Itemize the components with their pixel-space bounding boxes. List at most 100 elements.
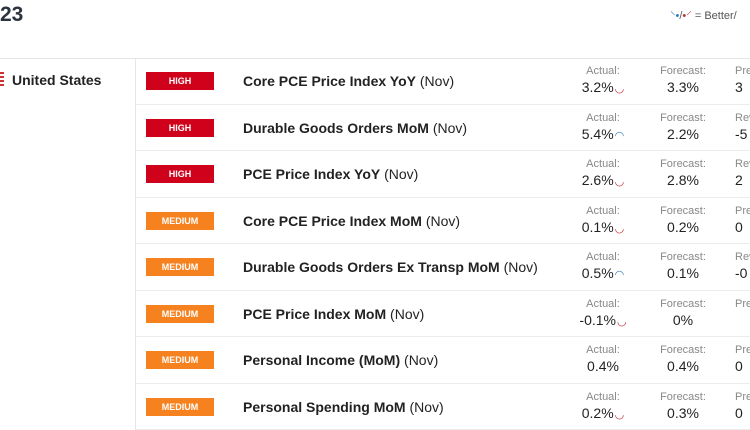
- worse-icon: ◡: [614, 222, 625, 235]
- impact-badge: HIGH: [146, 72, 214, 90]
- forecast-value: 0.1%: [667, 265, 699, 281]
- forecast-cell: Forecast: 0.4%: [643, 344, 723, 374]
- event-period: (Nov): [503, 259, 538, 275]
- previous-cell: Previous: 3: [735, 65, 750, 95]
- event-title[interactable]: Durable Goods Orders MoM (Nov): [243, 120, 467, 136]
- forecast-cell: Forecast: 0%: [643, 298, 723, 328]
- previous-cell: Previous:: [735, 298, 750, 312]
- event-row[interactable]: MEDIUM PCE Price Index MoM (Nov) Actual:…: [136, 291, 750, 337]
- impact-badge: MEDIUM: [146, 304, 214, 323]
- actual-label: Actual:: [586, 111, 620, 124]
- actual-cell: Actual: 3.2%◡: [563, 65, 643, 95]
- legend: ⸌•/•⸍ = Better/: [670, 10, 737, 22]
- previous-label: Revised:: [735, 251, 750, 263]
- forecast-label: Forecast:: [660, 390, 706, 403]
- event-title[interactable]: Core PCE Price Index MoM (Nov): [243, 213, 460, 229]
- actual-cell: Actual: 0.2%◡: [563, 391, 643, 421]
- forecast-label: Forecast:: [660, 344, 706, 356]
- event-row[interactable]: MEDIUM Personal Income (MoM) (Nov) Actua…: [136, 337, 750, 384]
- actual-value: 2.6%: [581, 172, 614, 188]
- impact-badge: HIGH: [146, 165, 214, 183]
- forecast-value: 0%: [672, 311, 694, 328]
- country-name: United States: [12, 72, 102, 88]
- previous-value: -5: [735, 125, 748, 142]
- previous-label: Revised:: [735, 111, 750, 124]
- divider: [0, 58, 750, 59]
- forecast-cell: Forecast: 0.1%: [643, 251, 723, 281]
- event-period: (Nov): [409, 398, 444, 415]
- event-row[interactable]: HIGH Durable Goods Orders MoM (Nov) Actu…: [136, 105, 750, 151]
- actual-value: 5.4%: [581, 125, 614, 142]
- event-name: Personal Spending MoM: [243, 398, 406, 415]
- forecast-cell: Forecast: 2.2%: [643, 112, 723, 142]
- actual-label: Actual:: [586, 390, 620, 403]
- previous-label: Revised:: [735, 158, 750, 170]
- actual-cell: Actual: 0.4%: [563, 344, 643, 374]
- actual-cell: Actual: -0.1%◡: [563, 298, 643, 328]
- actual-label: Actual:: [586, 65, 620, 77]
- previous-value: 0: [735, 218, 743, 235]
- forecast-cell: Forecast: 3.3%: [643, 65, 723, 95]
- event-title[interactable]: Core PCE Price Index YoY (Nov): [243, 73, 454, 89]
- event-title[interactable]: Personal Spending MoM (Nov): [243, 399, 444, 415]
- actual-cell: Actual: 5.4%◠: [563, 112, 643, 142]
- event-name: Durable Goods Orders MoM: [243, 119, 429, 136]
- actual-value: 3.2%: [581, 79, 614, 95]
- worse-icon: ◡: [614, 83, 625, 95]
- actual-cell: Actual: 2.6%◡: [563, 158, 643, 188]
- actual-value: 0.4%: [587, 358, 619, 374]
- country-cell: United States: [0, 58, 136, 430]
- forecast-label: Forecast:: [660, 297, 706, 310]
- forecast-value: 2.8%: [667, 172, 699, 188]
- forecast-label: Forecast:: [660, 65, 706, 77]
- event-name: Personal Income (MoM): [243, 352, 401, 368]
- actual-label: Actual:: [586, 204, 620, 217]
- previous-label: Previous:: [735, 204, 750, 217]
- previous-value: 2: [735, 172, 743, 188]
- forecast-label: Forecast:: [660, 158, 706, 170]
- event-period: (Nov): [390, 305, 425, 322]
- forecast-label: Forecast:: [660, 111, 706, 124]
- worse-icon: ◡: [614, 176, 625, 188]
- previous-value: 0: [735, 358, 743, 374]
- event-row[interactable]: MEDIUM Personal Spending MoM (Nov) Actua…: [136, 384, 750, 430]
- previous-cell: Previous:0: [735, 205, 750, 235]
- date-heading: 23: [0, 3, 24, 26]
- previous-value: 0: [735, 404, 743, 421]
- forecast-cell: Forecast: 0.2%: [643, 205, 723, 235]
- better-icon: ◠: [614, 129, 625, 142]
- better-icon: ⸌•: [670, 10, 680, 22]
- forecast-label: Forecast:: [660, 204, 706, 217]
- event-name: PCE Price Index MoM: [243, 305, 387, 322]
- event-period: (Nov): [384, 166, 419, 182]
- actual-value: 0.2%: [581, 404, 614, 421]
- forecast-cell: Forecast: 2.8%: [643, 158, 723, 188]
- previous-cell: Revised: 2: [735, 158, 750, 188]
- previous-label: Previous:: [735, 344, 750, 356]
- forecast-value: 0.3%: [667, 404, 699, 421]
- event-row[interactable]: MEDIUM Core PCE Price Index MoM (Nov) Ac…: [136, 198, 750, 244]
- us-flag-icon: [0, 72, 4, 87]
- previous-cell: Revised: -0: [735, 251, 750, 281]
- forecast-value: 2.2%: [667, 125, 699, 142]
- event-row[interactable]: HIGH Core PCE Price Index YoY (Nov) Actu…: [136, 58, 750, 105]
- forecast-value: 3.3%: [667, 79, 699, 95]
- legend-text: = Better/: [694, 10, 737, 22]
- actual-label: Actual:: [586, 297, 620, 310]
- event-name: Core PCE Price Index MoM: [243, 212, 422, 229]
- previous-cell: Previous: 0: [735, 344, 750, 374]
- event-title[interactable]: Personal Income (MoM) (Nov): [243, 352, 438, 368]
- event-period: (Nov): [425, 212, 461, 229]
- event-period: (Nov): [432, 119, 468, 136]
- event-row[interactable]: HIGH PCE Price Index YoY (Nov) Actual: 2.…: [136, 151, 750, 198]
- impact-badge: MEDIUM: [146, 211, 214, 230]
- actual-value: 0.5%: [581, 265, 614, 281]
- event-title[interactable]: Durable Goods Orders Ex Transp MoM (Nov): [243, 259, 538, 275]
- actual-cell: Actual: 0.5%◠: [563, 251, 643, 281]
- better-icon: ◠: [614, 269, 625, 281]
- event-row[interactable]: MEDIUM Durable Goods Orders Ex Transp Mo…: [136, 244, 750, 291]
- previous-label: Previous:: [735, 65, 750, 77]
- previous-value: -0: [735, 265, 748, 281]
- event-title[interactable]: PCE Price Index MoM (Nov): [243, 306, 424, 322]
- event-title[interactable]: PCE Price Index YoY (Nov): [243, 166, 418, 182]
